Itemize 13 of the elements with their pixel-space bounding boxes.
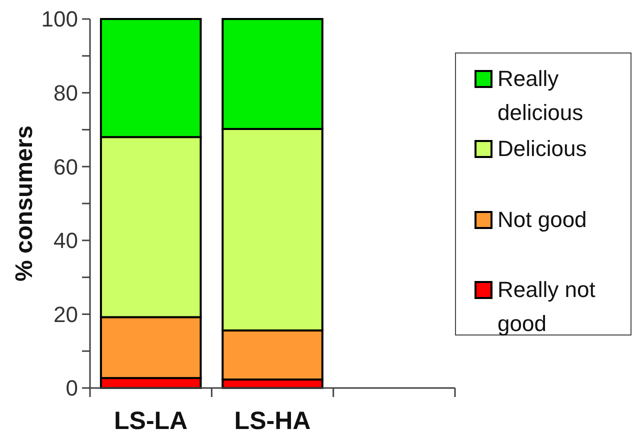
y-tick-label: 80: [54, 80, 78, 106]
x-tick-label: LS-HA: [234, 407, 311, 435]
y-tick-label: 20: [54, 302, 78, 327]
legend-label: Really not good: [498, 277, 596, 336]
y-tick-label: 0: [66, 376, 78, 401]
y-axis-title: % consumers: [11, 125, 38, 282]
legend-label: Delicious: [498, 136, 587, 161]
y-tick-label: 60: [54, 154, 78, 180]
y-tick-label: 40: [54, 228, 78, 254]
legend-label: Not good: [498, 207, 587, 232]
legend-label: Really delicious: [498, 66, 584, 125]
y-tick-label: 100: [41, 6, 78, 32]
x-tick-label: LS-LA: [114, 407, 188, 435]
